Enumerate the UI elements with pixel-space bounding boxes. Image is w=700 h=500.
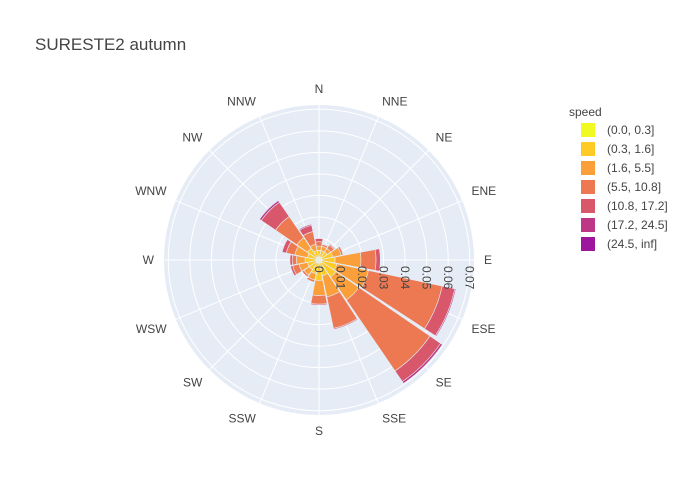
angular-tick-label: NW xyxy=(182,130,203,144)
angular-tick-label: SSW xyxy=(229,411,257,425)
legend-item-label: (1.6, 5.5] xyxy=(607,161,654,175)
angular-tick-label: NNW xyxy=(227,95,256,109)
legend-item-label: (24.5, inf] xyxy=(607,237,657,251)
angular-tick-label: E xyxy=(484,253,492,267)
legend-swatch xyxy=(581,218,595,232)
angular-gridline xyxy=(318,200,463,261)
bar-segment-w-3 xyxy=(291,254,298,266)
radial-tick-label: 0.07 xyxy=(463,266,477,290)
angular-tick-label: SW xyxy=(183,376,203,390)
legend-title: speed xyxy=(569,105,602,119)
legend-swatch xyxy=(581,180,595,194)
radial-tick-label: 0.03 xyxy=(377,266,391,290)
legend-item-label: (17.2, 24.5] xyxy=(607,218,668,232)
angular-gridline xyxy=(318,150,429,261)
legend-swatch xyxy=(581,199,595,213)
bar-segment-n-4 xyxy=(314,238,324,243)
bar-segment-nne-4 xyxy=(321,243,329,247)
bar-segment-s-4 xyxy=(310,303,328,306)
chart-title: SURESTE2 autumn xyxy=(35,35,186,54)
bar-segment-e-4 xyxy=(374,248,381,272)
legend-swatch xyxy=(581,161,595,175)
legend-item-label: (5.5, 10.8] xyxy=(607,180,661,194)
legend-swatch xyxy=(581,237,595,251)
angular-tick-label: N xyxy=(315,82,324,96)
bar-segment-ese-5 xyxy=(434,288,457,337)
angular-tick-label: SSE xyxy=(382,411,406,425)
radial-tick-label: 0.01 xyxy=(334,266,348,290)
angular-tick-label: ESE xyxy=(471,322,495,336)
legend-item-label: (0.0, 0.3] xyxy=(607,123,654,137)
legend-swatch xyxy=(581,123,595,137)
angular-tick-label: NE xyxy=(436,130,453,144)
angular-tick-label: WNW xyxy=(135,184,167,198)
angular-tick-label: S xyxy=(315,424,323,438)
radial-tick-label: 0.02 xyxy=(355,266,369,290)
angular-gridline xyxy=(259,259,320,404)
radial-tick-label: 0.06 xyxy=(441,266,455,290)
bar-segment-sse-4 xyxy=(333,318,359,330)
radial-tick-label: 0.04 xyxy=(398,266,412,290)
legend-item-label: (0.3, 1.6] xyxy=(607,142,654,156)
legend-item-label: (10.8, 17.2] xyxy=(607,199,668,213)
bar-segment-ene-4 xyxy=(339,245,344,256)
bar-segment-ne-4 xyxy=(328,243,336,251)
legend-swatch xyxy=(581,142,595,156)
bar-segment-ssw-3 xyxy=(306,276,316,283)
bar-segment-nw-6 xyxy=(258,199,279,220)
bar-segment-sw-3 xyxy=(301,269,310,278)
bar-segment-wsw-4 xyxy=(290,265,297,277)
angular-gridline xyxy=(318,116,379,261)
angular-tick-label: ENE xyxy=(471,184,496,198)
bar-segment-nnw-5 xyxy=(298,223,313,231)
radial-tick-label: 0 xyxy=(312,266,326,273)
bar-segment-se-5 xyxy=(401,342,443,384)
angular-gridline xyxy=(209,259,320,370)
bar-segment-w-4 xyxy=(289,254,293,266)
angular-tick-label: NNE xyxy=(382,95,407,109)
bar-segment-n-3 xyxy=(315,241,323,247)
angular-tick-label: SE xyxy=(436,376,452,390)
bar-segment-n-2 xyxy=(316,245,322,251)
radial-tick-label: 0.05 xyxy=(420,266,434,290)
angular-tick-label: W xyxy=(143,253,155,267)
bar-segment-wnw-4 xyxy=(281,239,292,254)
angular-tick-label: WSW xyxy=(136,322,167,336)
bar-segment-s-3 xyxy=(310,294,328,305)
